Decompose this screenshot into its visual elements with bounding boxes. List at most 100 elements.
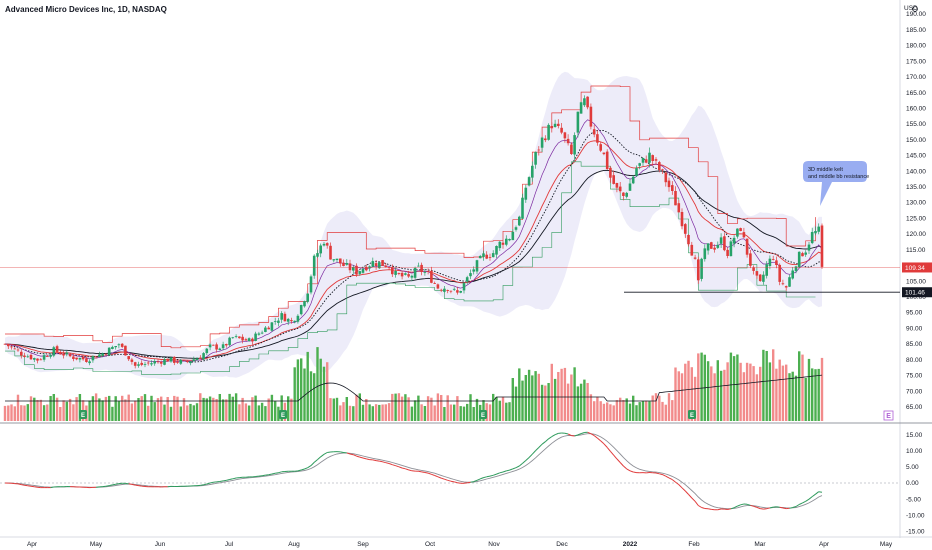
candle-body [104,353,108,355]
month-label: Jun [155,541,166,548]
candle-body [716,244,720,248]
candle-body [804,252,807,255]
candle-body [195,358,199,361]
annotation-callout[interactable]: 3D middle kelt and middle bb resistance [803,161,869,206]
volume-bar [348,405,352,421]
volume-bar [199,393,202,421]
volume-bar [400,396,404,421]
candle-body [622,192,625,196]
candle-body [221,344,225,349]
price-tick-label: 155.00 [906,121,926,128]
volume-bar [700,352,703,421]
volume-bar [706,361,710,421]
candle-body [671,185,674,191]
oscillator-segment [684,490,689,495]
oscillator-segment [447,479,452,482]
candle-body [765,264,768,276]
annotation-text-line2: and middle bb resistance [808,174,869,180]
volume-bar [215,399,218,421]
earnings-flag-icon[interactable]: E [883,410,894,421]
oscillator-segment [366,458,370,461]
volume-bar [166,397,169,421]
volume-bar [583,379,586,421]
volume-bar [772,349,775,421]
volume-bar [306,351,309,421]
candle-body [342,262,345,266]
oscillator-segment [405,468,409,471]
volume-bar [739,362,742,421]
volume-bar [781,365,785,421]
candle-body [244,339,248,341]
candle-body [485,254,488,259]
volume-bar [26,404,29,421]
candle-body [296,315,300,322]
candle-body [817,226,820,232]
oscillator-segment [802,500,806,504]
oscillator-axis: 15.00 10.00 5.00 0.00 -5.00 -10.00 -15.00 [906,432,925,536]
volume-bar [29,396,33,421]
volume-bar [632,395,635,421]
volume-bar [453,404,456,421]
volume-bar [544,385,547,421]
oscillator-segment [531,450,536,455]
candle-body [521,197,524,219]
candle-body [381,260,384,266]
candle-body [225,344,228,346]
settings-icon[interactable] [912,6,918,12]
month-label: Apr [27,541,38,548]
candle-body [553,123,557,127]
volume-bar [241,397,244,421]
candle-body [732,237,736,244]
svg-text:E: E [886,413,891,420]
volume-bar [492,393,495,421]
candle-body [687,235,690,245]
volume-bar [182,398,186,421]
candle-body [234,336,238,337]
oscillator-segment [600,440,605,445]
oscillator-tick-label: 0.00 [906,480,919,487]
oscillator-segment [662,474,667,477]
volume-bar [667,393,671,421]
oscillator-segment [268,473,273,476]
candle-body [413,267,417,278]
price-tick-label: 65.00 [906,404,923,411]
oscillator-segment [473,479,478,483]
candle-body [81,356,85,360]
oscillator-segment [372,459,377,462]
candle-body [436,284,440,289]
volume-bar [469,394,472,421]
oscillator-segment [499,471,504,474]
candle-body [371,261,375,267]
volume-bar [208,396,212,421]
volume-bar [540,384,544,421]
price-tick-label: 160.00 [906,105,926,112]
price-tick-label: 190.00 [906,11,926,18]
volume-bar [446,395,449,421]
price-tick-label: 130.00 [906,200,926,207]
oscillator-segment [659,473,663,476]
volume-bar [811,368,814,421]
volume-bar [628,403,632,421]
volume-bar [534,371,537,421]
candle-body [303,301,306,307]
oscillator-segment [206,482,211,485]
oscillator-segment [395,465,400,468]
candle-body [20,351,23,356]
candle-body [661,169,664,171]
candle-body [293,320,296,323]
oscillator-segment [434,475,439,478]
candle-body [280,313,283,320]
volume-bar [645,400,648,421]
price-tick-label: 175.00 [906,58,926,65]
oscillator-segment [317,456,322,460]
candle-body [527,177,531,186]
volume-bar [257,405,261,421]
candle-body [68,354,72,357]
oscillator-segment [115,483,120,485]
volume-bar [384,404,387,421]
candle-body [631,176,635,184]
candle-body [423,272,427,273]
oscillator-segment [779,506,784,509]
earnings-badge-label: E [690,413,694,419]
